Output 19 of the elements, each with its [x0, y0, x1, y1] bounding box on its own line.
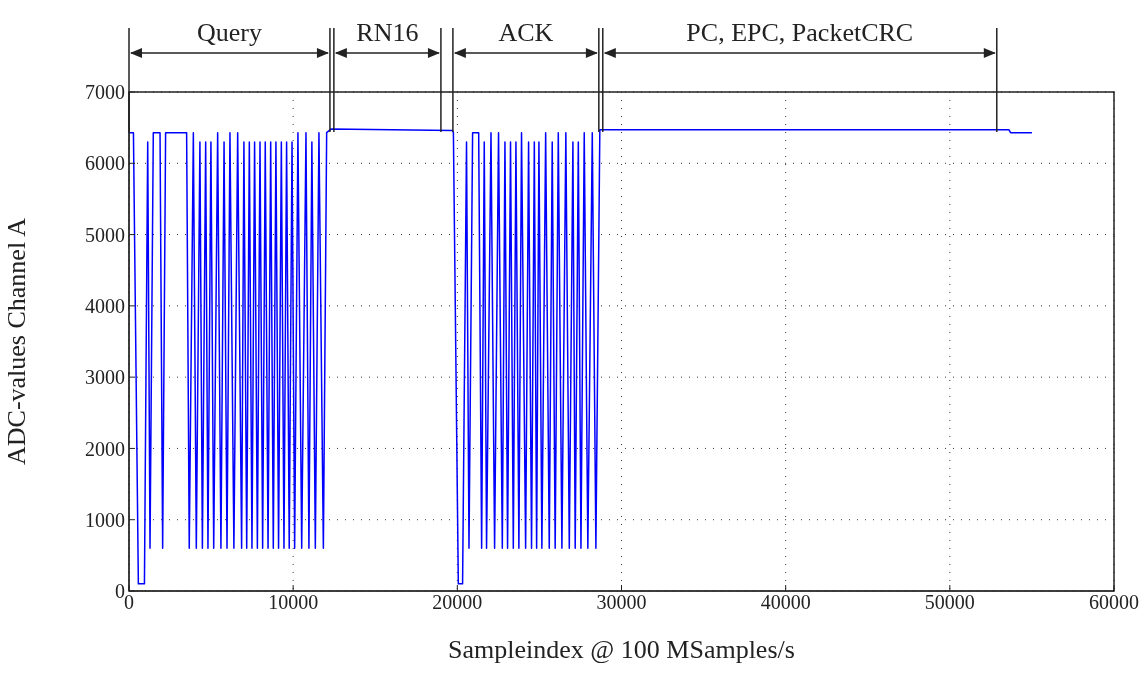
y-axis-title: ADC-values Channel A [2, 217, 32, 465]
y-tick-label: 3000 [85, 366, 125, 389]
text: PC, EPC, PacketCRC [686, 18, 914, 47]
text: RN16 [356, 18, 419, 47]
y-tick-label: 2000 [85, 437, 125, 460]
y-tick-label: 5000 [85, 223, 125, 246]
x-tick-label: 20000 [432, 591, 483, 614]
x-tick-label: 50000 [924, 591, 975, 614]
x-tick-label: 10000 [268, 591, 319, 614]
text: Query [196, 18, 262, 47]
y-tick-label: 4000 [85, 294, 125, 317]
x-tick-label: 60000 [1089, 591, 1139, 614]
text: ACK [498, 18, 554, 47]
x-axis-title: Sampleindex @ 100 MSamples/s [448, 635, 795, 664]
x-tick-label: 30000 [596, 591, 647, 614]
y-tick-label: 7000 [85, 81, 125, 104]
y-tick-label: 1000 [85, 508, 125, 531]
x-tick-label: 40000 [760, 591, 811, 614]
y-tick-label: 6000 [85, 152, 125, 175]
